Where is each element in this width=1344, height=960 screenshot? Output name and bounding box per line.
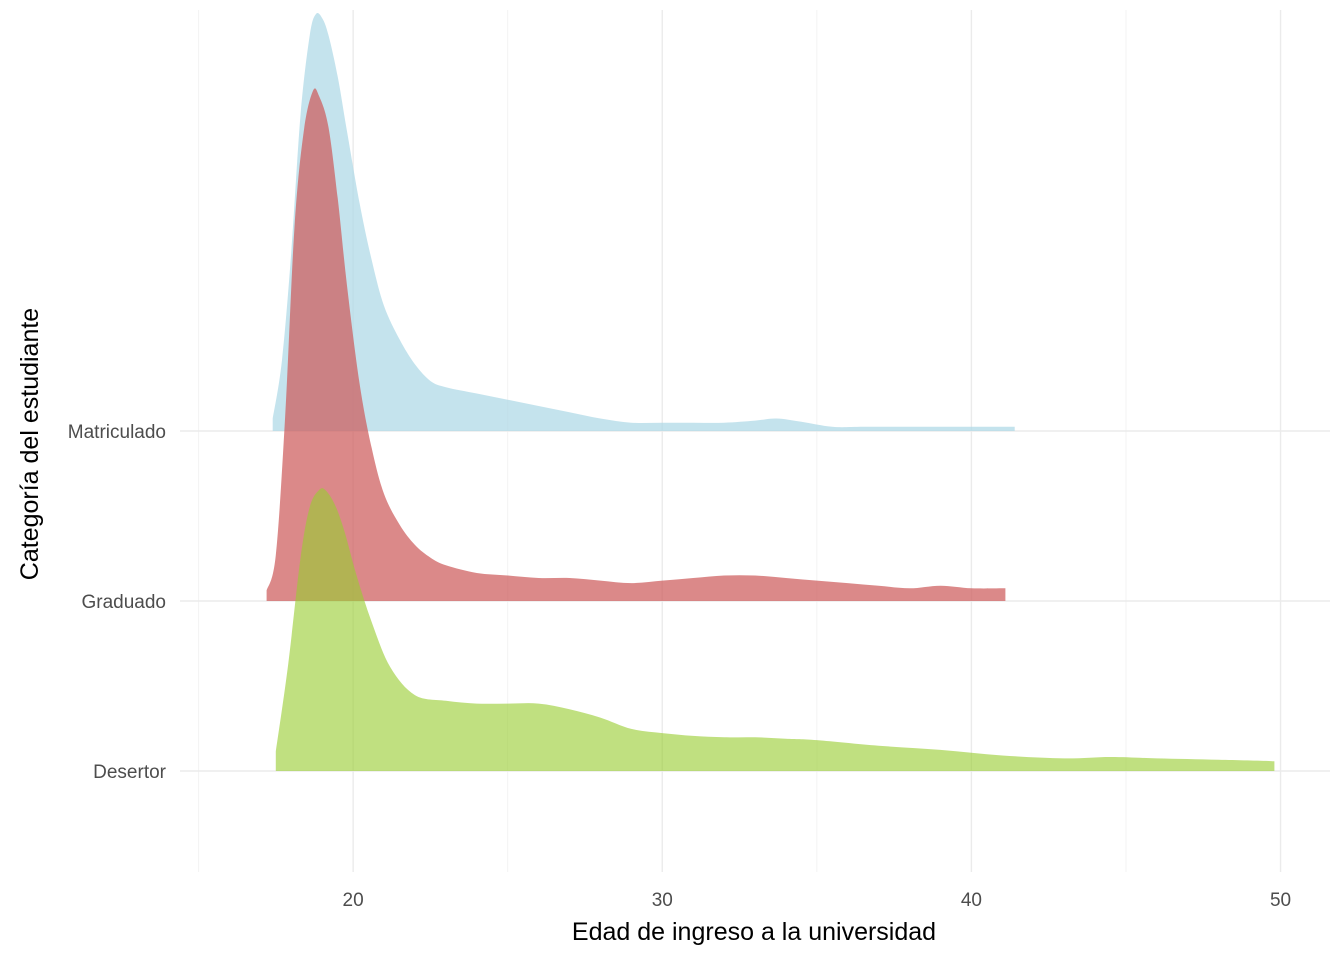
x-tick-label: 50 [1270,890,1291,911]
x-tick-label: 40 [961,890,982,911]
ridge-matriculado [272,12,1015,431]
y-axis-title: Categoría del estudiante [16,308,44,580]
ridge-desertor [275,488,1275,771]
density-ridges [266,12,1275,771]
y-tick-label: Matriculado [68,422,166,443]
x-tick-label: 20 [343,890,364,911]
x-tick-label: 30 [652,890,673,911]
x-axis-ticks: 20 30 40 50 [343,890,1292,911]
y-axis-ticks: Desertor Graduado Matriculado [68,422,167,783]
x-axis-title: Edad de ingreso a la universidad [572,918,936,946]
y-tick-label: Desertor [93,762,167,783]
y-tick-label: Graduado [81,592,166,613]
